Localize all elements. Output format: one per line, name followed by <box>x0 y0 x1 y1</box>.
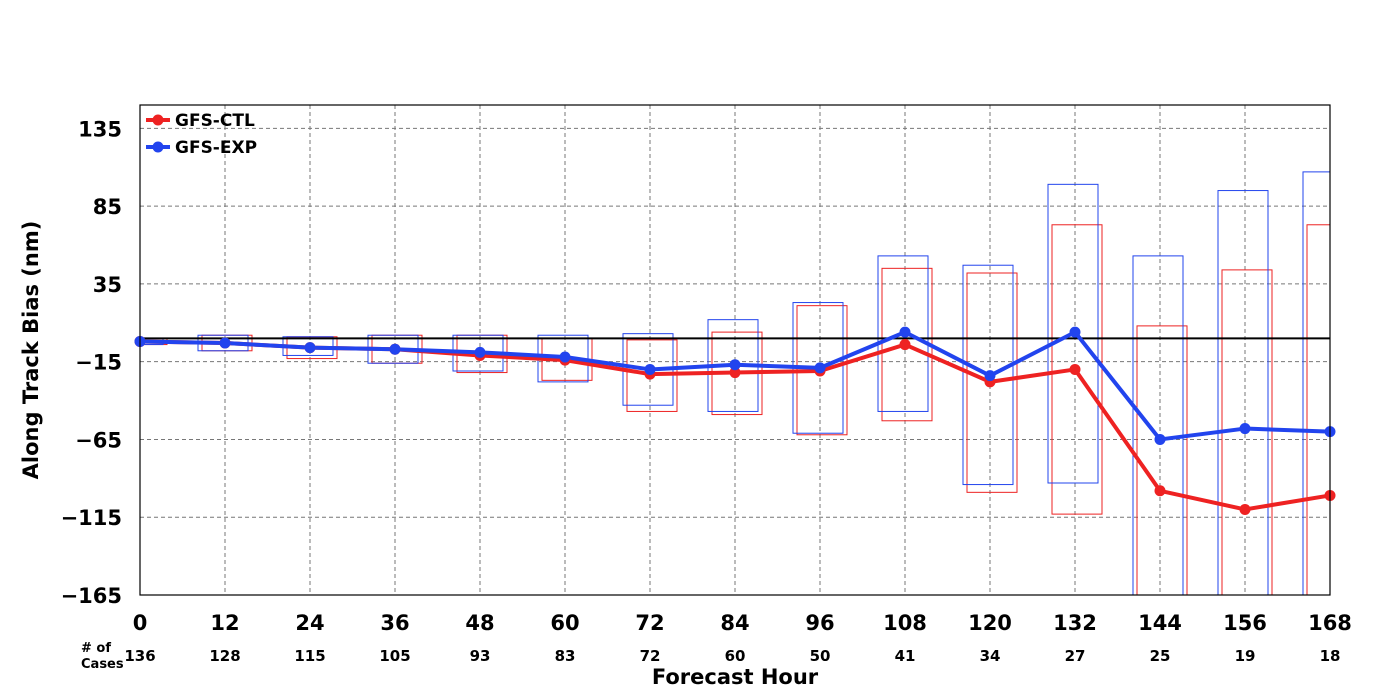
x-tick-label: 24 <box>295 611 324 635</box>
case-count: 25 <box>1150 647 1171 665</box>
y-tick-label: −65 <box>75 428 122 452</box>
x-tick-label: 12 <box>210 611 239 635</box>
data-point-gfs-exp <box>474 346 486 358</box>
case-count: 83 <box>555 647 576 665</box>
case-count-labels: 136 128 115 105 93 83 72 60 50 41 34 27 25 19 18 <box>124 647 1340 665</box>
data-point-gfs-ctl <box>899 339 911 351</box>
data-point-gfs-exp <box>559 351 571 363</box>
cases-label-line: # of <box>81 641 111 656</box>
case-count: 50 <box>810 647 831 665</box>
x-axis-title: Forecast Hour <box>652 665 819 689</box>
y-axis-title: Along Track Bias (nm) <box>19 221 43 480</box>
spread-box-gfs-ctl <box>966 272 1018 493</box>
spread-box-gfs-exp <box>962 264 1014 486</box>
data-point-gfs-ctl <box>1154 485 1166 497</box>
y-tick-label: 85 <box>93 195 122 219</box>
x-tick-label: 72 <box>635 611 664 635</box>
x-tick-label: 156 <box>1223 611 1267 635</box>
case-count: 34 <box>980 647 1001 665</box>
legend-label: GFS-CTL <box>175 111 255 131</box>
data-point-gfs-exp <box>219 337 231 349</box>
x-tick-label: 120 <box>968 611 1012 635</box>
box-layer <box>139 171 1331 596</box>
case-count: 72 <box>640 647 661 665</box>
spread-box-gfs-exp <box>1132 255 1184 596</box>
legend: GFS-CTL GFS-EXP <box>146 111 257 158</box>
data-point-gfs-exp <box>1239 423 1251 435</box>
x-tick-label: 36 <box>380 611 409 635</box>
data-point-gfs-exp <box>729 359 741 371</box>
case-count: 18 <box>1320 647 1341 665</box>
legend-swatch-marker <box>152 114 164 126</box>
case-count: 115 <box>294 647 325 665</box>
data-point-gfs-exp <box>644 363 656 375</box>
spread-box-gfs-exp <box>877 255 929 412</box>
spread-box-gfs-ctl <box>1051 224 1103 515</box>
spread-box-gfs-ctl <box>1136 325 1188 596</box>
spread-box-gfs-exp <box>1047 183 1099 484</box>
case-count: 93 <box>470 647 491 665</box>
case-count: 136 <box>124 647 155 665</box>
case-count: 27 <box>1065 647 1086 665</box>
data-point-gfs-exp <box>304 342 316 354</box>
data-point-gfs-ctl <box>729 367 741 379</box>
spread-box-gfs-ctl <box>1306 224 1331 596</box>
case-count: 60 <box>725 647 746 665</box>
x-tick-label: 0 <box>133 611 148 635</box>
x-tick-label: 108 <box>883 611 927 635</box>
x-tick-label: 60 <box>550 611 579 635</box>
x-tick-label: 84 <box>720 611 749 635</box>
x-tick-label: 132 <box>1053 611 1097 635</box>
y-tick-labels: 135 85 35 −15 −65 −115 −165 <box>61 117 122 608</box>
data-point-gfs-ctl <box>1239 503 1251 515</box>
grid-layer <box>140 105 1330 595</box>
x-tick-label: 144 <box>1138 611 1182 635</box>
cases-label-line: Cases <box>81 657 124 672</box>
legend-swatch-marker <box>152 141 164 153</box>
data-point-gfs-ctl <box>1069 363 1081 375</box>
x-tick-labels: 0 12 24 36 48 60 72 84 96 108 120 132 144 156 168 <box>133 611 1352 635</box>
y-tick-label: −15 <box>75 351 122 375</box>
y-tick-label: −115 <box>61 506 122 530</box>
cases-row-label: # of Cases <box>81 641 124 672</box>
case-count: 19 <box>1235 647 1256 665</box>
data-point-gfs-exp <box>1154 433 1166 445</box>
plot-frame <box>139 104 1331 596</box>
spread-box-gfs-exp <box>1217 190 1269 596</box>
legend-label: GFS-EXP <box>175 138 257 158</box>
case-count: 128 <box>209 647 240 665</box>
data-point-gfs-exp <box>814 362 826 374</box>
case-count: 41 <box>895 647 916 665</box>
x-tick-label: 48 <box>465 611 494 635</box>
data-point-gfs-exp <box>899 326 911 338</box>
x-tick-label: 168 <box>1308 611 1352 635</box>
spread-box-gfs-ctl <box>626 339 678 412</box>
data-point-gfs-exp <box>1069 326 1081 338</box>
y-tick-label: 135 <box>78 117 122 141</box>
y-tick-label: −165 <box>61 584 122 608</box>
y-tick-label: 35 <box>93 273 122 297</box>
data-point-gfs-exp <box>389 343 401 355</box>
data-point-gfs-exp <box>984 370 996 382</box>
x-tick-label: 96 <box>805 611 834 635</box>
case-count: 105 <box>379 647 410 665</box>
